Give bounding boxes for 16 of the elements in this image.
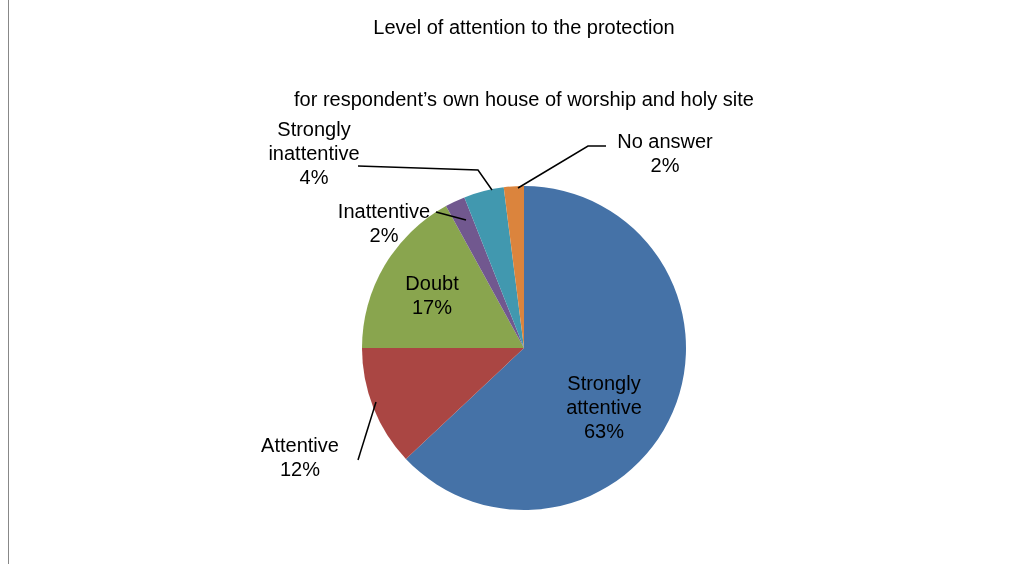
slice-label: Strongly inattentive — [268, 118, 360, 164]
slice-label: Strongly attentive — [566, 372, 642, 418]
data-label: 2% — [369, 224, 399, 246]
slice-label: Inattentive — [337, 200, 431, 222]
chart-subtitle: for respondent’s own house of worship and holy site — [294, 88, 754, 110]
chart-title: Level of attention to the protection — [373, 16, 675, 38]
data-label: 2% — [650, 154, 680, 176]
slice-label: No answer — [617, 130, 714, 152]
data-label: 4% — [299, 166, 329, 188]
data-label: 17% — [411, 296, 453, 318]
pie-slice — [362, 348, 524, 459]
data-label: 12% — [279, 458, 321, 480]
pie-slice — [464, 187, 524, 348]
slice-label: Attentive — [261, 434, 339, 456]
data-label: 63% — [583, 420, 625, 442]
slice-label: Doubt — [405, 272, 460, 294]
